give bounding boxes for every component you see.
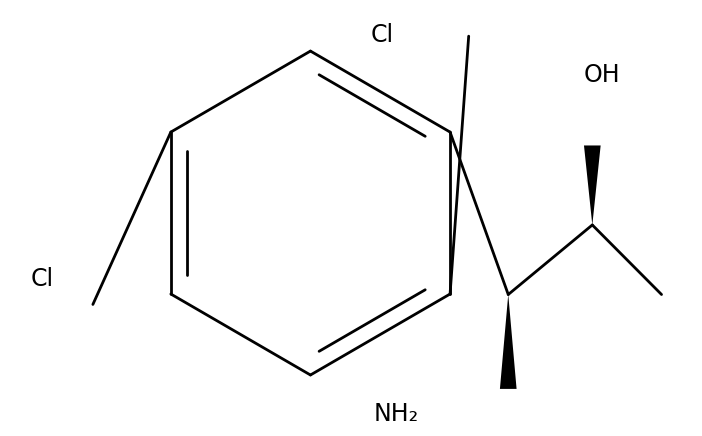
Polygon shape (500, 294, 517, 389)
Text: OH: OH (583, 63, 620, 87)
Polygon shape (584, 146, 601, 225)
Text: Cl: Cl (31, 267, 54, 291)
Text: Cl: Cl (371, 23, 394, 47)
Text: NH₂: NH₂ (373, 402, 418, 426)
